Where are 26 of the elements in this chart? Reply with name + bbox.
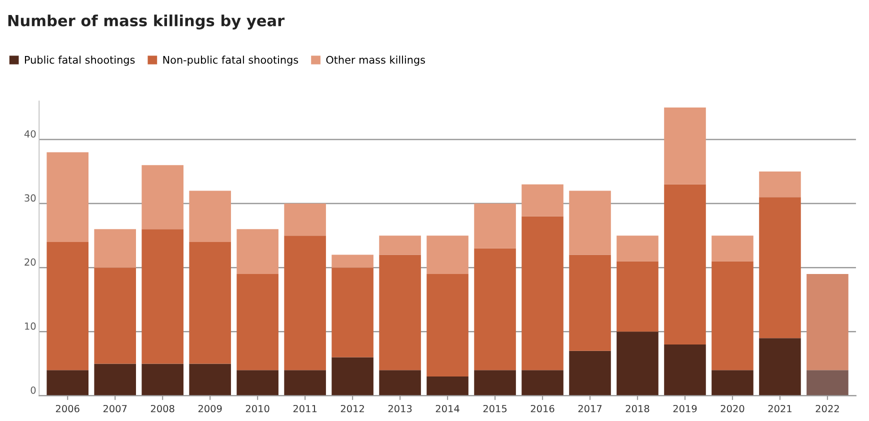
x-tick-label: 2008 xyxy=(150,404,174,412)
x-tick-label: 2017 xyxy=(578,404,602,412)
x-tick-label: 2018 xyxy=(626,404,650,412)
x-tick-label: 2009 xyxy=(198,404,222,412)
x-tick-label: 2021 xyxy=(768,404,792,412)
y-tick-label: 20 xyxy=(24,258,36,266)
x-tick-label: 2013 xyxy=(388,404,412,412)
x-tick-label: 2011 xyxy=(293,404,317,412)
x-tick-label: 2012 xyxy=(340,404,364,412)
y-tick-label: 40 xyxy=(24,130,36,138)
x-tick-label: 2020 xyxy=(720,404,744,412)
legend-label: Public fatal shootings xyxy=(24,56,135,66)
legend-label: Non-public fatal shootings xyxy=(163,56,298,66)
x-tick-label: 2007 xyxy=(103,404,127,412)
y-tick-label: 30 xyxy=(24,194,36,202)
x-tick-label: 2016 xyxy=(530,404,554,412)
y-tick-label: 10 xyxy=(25,322,36,330)
x-tick-label: 2006 xyxy=(56,404,80,412)
chart-title: Number of mass killings by year xyxy=(8,14,285,30)
x-tick-label: 2015 xyxy=(483,404,507,412)
x-tick-label: 2019 xyxy=(673,404,697,412)
x-tick-label: 2014 xyxy=(436,404,460,412)
x-tick-label: 2010 xyxy=(246,404,270,412)
y-tick-label: 0 xyxy=(30,386,36,394)
x-tick-label: 2022 xyxy=(816,404,839,412)
legend-label: Other mass killings xyxy=(326,56,425,66)
